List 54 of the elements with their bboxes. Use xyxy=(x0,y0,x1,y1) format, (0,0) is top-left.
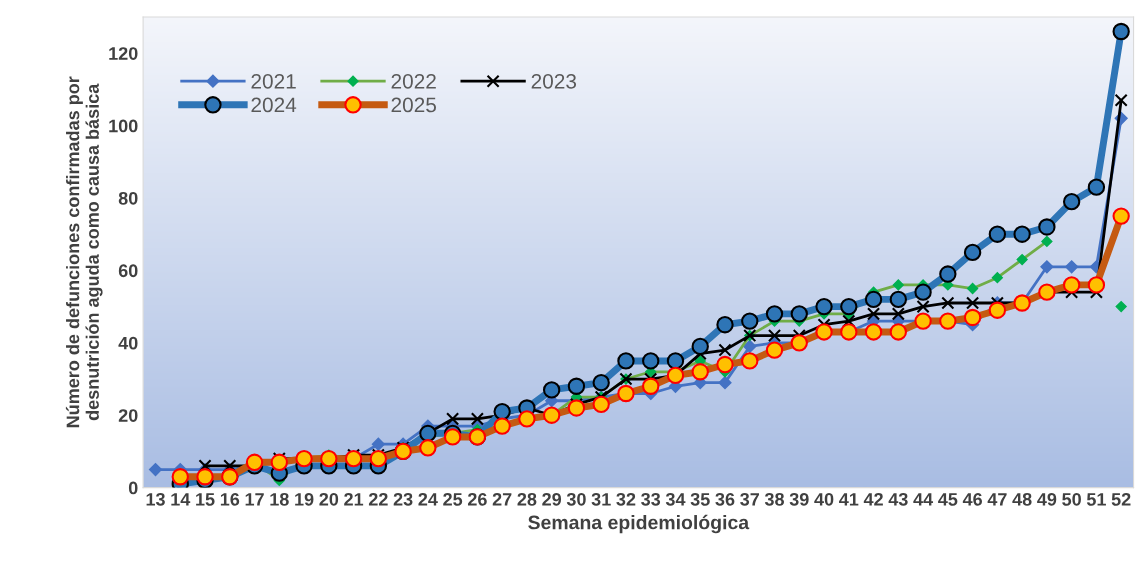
x-tick-label: 38 xyxy=(764,492,785,506)
x-tick-label: 15 xyxy=(196,493,215,506)
x-tick-label: 46 xyxy=(962,492,982,506)
x-tick-label: 19 xyxy=(295,492,314,506)
y-tick-label: 80 xyxy=(118,191,138,205)
y-tick-label: 20 xyxy=(118,409,138,422)
x-tick-label: 33 xyxy=(641,492,661,506)
x-tick-label: 18 xyxy=(270,492,289,506)
x-tick-label: 31 xyxy=(591,492,611,506)
y-axis-title: Número de defunciones confirmadas por desnutrición aguda como causa básica xyxy=(65,76,103,428)
x-tick-label: 36 xyxy=(715,492,735,506)
x-tick-label: 39 xyxy=(789,492,809,506)
x-tick-label: 21 xyxy=(344,492,364,506)
x-tick-label: 27 xyxy=(492,492,512,506)
x-tick-label: 17 xyxy=(245,493,264,506)
legend-label: 2024 xyxy=(251,97,297,113)
x-tick-label: 25 xyxy=(443,492,463,506)
x-tick-label: 16 xyxy=(220,492,240,506)
legend-label: 2022 xyxy=(391,73,436,89)
x-tick-label: 22 xyxy=(368,492,388,506)
x-tick-label: 51 xyxy=(1086,493,1106,506)
x-tick-label: 49 xyxy=(1037,492,1057,506)
x-tick-label: 20 xyxy=(319,492,339,506)
legend-label: 2023 xyxy=(531,73,577,89)
y-tick-label: 120 xyxy=(109,47,138,60)
x-tick-label: 26 xyxy=(467,492,487,506)
y-tick-label: 0 xyxy=(128,481,138,495)
x-axis-title: Semana epidemiológica xyxy=(528,514,750,534)
y-tick-label: 60 xyxy=(118,264,138,278)
y-tick-label: 40 xyxy=(118,336,138,350)
x-tick-label: 28 xyxy=(517,492,537,506)
x-tick-label: 13 xyxy=(146,492,165,506)
x-tick-label: 24 xyxy=(418,492,438,506)
legend-label: 2025 xyxy=(391,97,436,113)
legend-label: 2021 xyxy=(251,73,296,89)
x-tick-label: 50 xyxy=(1062,492,1081,506)
x-tick-label: 45 xyxy=(938,493,958,506)
y-tick-label: 100 xyxy=(109,119,138,133)
x-tick-label: 47 xyxy=(987,493,1007,506)
x-tick-label: 35 xyxy=(690,492,710,506)
x-tick-label: 44 xyxy=(913,493,934,506)
x-tick-label: 43 xyxy=(888,492,908,506)
x-tick-label: 32 xyxy=(616,492,636,506)
x-tick-label: 52 xyxy=(1111,492,1131,506)
x-tick-label: 42 xyxy=(863,492,883,506)
x-tick-label: 30 xyxy=(566,492,586,506)
x-tick-label: 37 xyxy=(740,492,760,506)
x-tick-label: 29 xyxy=(542,492,562,506)
x-tick-label: 34 xyxy=(665,492,686,506)
x-tick-label: 40 xyxy=(814,492,834,506)
x-tick-label: 41 xyxy=(839,493,859,506)
x-tick-label: 48 xyxy=(1012,492,1032,506)
x-tick-label: 14 xyxy=(171,493,191,506)
x-tick-label: 23 xyxy=(393,492,413,506)
